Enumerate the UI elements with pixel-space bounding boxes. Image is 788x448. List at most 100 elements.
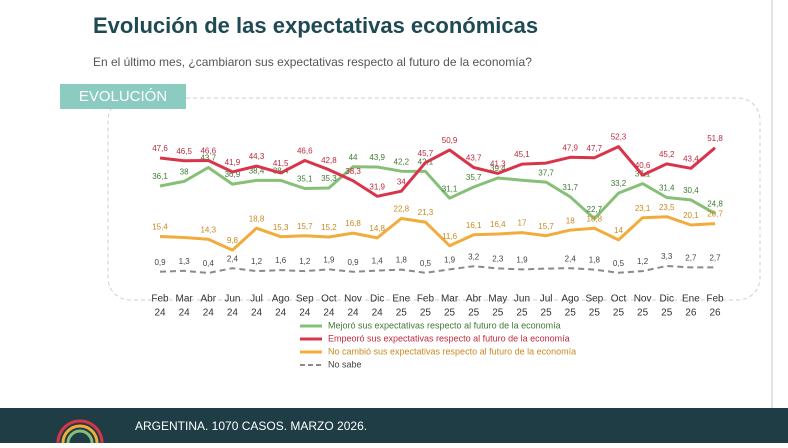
x-tick-label: 25	[420, 308, 432, 319]
logo-arc	[61, 424, 99, 444]
data-label: 24,8	[707, 200, 723, 209]
plot: Feb 24 Mar 24 Abr 24 Jun 24 Jul 24 Ago 24 Sep 24 Oct 24…	[151, 133, 724, 319]
data-label: 51,8	[707, 134, 723, 143]
x-tick-label: Ago	[272, 294, 290, 305]
data-label: 43,7	[200, 154, 216, 163]
x-tick-label: Oct	[611, 294, 627, 305]
data-label: 37,7	[538, 168, 554, 177]
data-label: 40,6	[635, 161, 651, 170]
logo-arc	[66, 429, 94, 444]
data-label: 17	[518, 219, 527, 228]
data-label: 42,2	[394, 157, 410, 166]
data-label: 20,1	[683, 211, 699, 220]
logo-arc	[56, 419, 104, 444]
data-label: 1,9	[444, 255, 456, 264]
data-label: 46,5	[176, 147, 192, 156]
data-label: 2,4	[565, 254, 577, 263]
data-label: 33,2	[611, 179, 627, 188]
x-tick-label: Jun	[514, 294, 530, 305]
data-label: 47,9	[562, 143, 578, 152]
x-tick-label: 24	[323, 308, 335, 319]
data-label: 38,3	[345, 167, 361, 176]
x-tick-label: 24	[154, 308, 166, 319]
x-tick-label: 24	[227, 308, 239, 319]
data-label: 1,2	[637, 257, 649, 266]
data-label: 47,6	[152, 144, 168, 153]
data-label: 42,8	[321, 156, 337, 165]
data-label: 1,6	[275, 256, 287, 265]
chart-frame	[107, 97, 761, 301]
data-label: 9,8	[227, 236, 239, 245]
data-label: 23,1	[635, 204, 651, 213]
legend-label: No sabe	[328, 359, 362, 369]
x-tick-label: 24	[251, 308, 263, 319]
x-tick-label: 25	[444, 308, 456, 319]
data-label: 46,6	[297, 147, 313, 156]
data-label: 11,6	[442, 232, 458, 241]
data-label: 14,3	[200, 225, 216, 234]
data-label: 1,2	[251, 257, 263, 266]
data-label: 2,7	[709, 254, 721, 263]
x-tick-label: May	[488, 294, 507, 305]
x-tick-label: Jul	[250, 294, 263, 305]
data-label: 2,7	[685, 254, 697, 263]
series-line	[159, 215, 716, 252]
data-label: 23,5	[659, 203, 675, 212]
data-label: 2,3	[492, 255, 504, 264]
data-label: 0,5	[420, 259, 432, 268]
x-tick-label: 24	[299, 308, 311, 319]
data-label: 39,4	[490, 164, 506, 173]
data-label: 45,2	[659, 150, 675, 159]
data-label: 1,9	[516, 255, 528, 264]
x-tick-label: Sep	[296, 294, 314, 305]
data-label: 30,4	[683, 186, 699, 195]
x-tick-label: Feb	[706, 294, 724, 305]
section-badge	[60, 84, 186, 109]
data-label: 31,4	[659, 184, 675, 193]
x-tick-label: Dic	[370, 294, 384, 305]
data-label: 36,1	[152, 172, 168, 181]
data-label: 22,7	[587, 205, 603, 214]
data-label: 0,9	[154, 258, 166, 267]
data-label: 47,7	[587, 144, 603, 153]
data-label: 15,3	[273, 223, 289, 232]
series-line	[159, 165, 716, 221]
x-tick-label: 24	[179, 308, 191, 319]
x-tick-label: Nov	[634, 294, 652, 305]
x-tick-label: Jun	[224, 294, 240, 305]
title: Evolución de las expectativas económicas	[93, 13, 538, 38]
x-tick-label: 25	[589, 308, 601, 319]
x-tick-label: 25	[661, 308, 673, 319]
data-label: 22,8	[394, 205, 410, 214]
data-label: 41,9	[225, 158, 241, 167]
data-label: 1,9	[323, 255, 335, 264]
footer-bar	[0, 408, 788, 443]
data-label: 3,2	[468, 252, 480, 261]
x-tick-label: Ago	[561, 294, 579, 305]
footer-text: ARGENTINA. 1070 CASOS. MARZO 2026.	[135, 419, 367, 433]
data-label: 14	[614, 226, 623, 235]
data-label: 16,1	[466, 221, 482, 230]
data-label: 1,8	[589, 256, 601, 265]
x-tick-label: 24	[347, 308, 359, 319]
data-label: 36,9	[225, 170, 241, 179]
section-label: EVOLUCIÓN	[79, 88, 167, 105]
data-label: 35,7	[466, 173, 482, 182]
x-tick-label: Mar	[176, 294, 194, 305]
x-tick-label: Jul	[540, 294, 553, 305]
data-label: 41,3	[490, 159, 506, 168]
data-label: 35,1	[297, 175, 313, 184]
data-label: 20,7	[707, 210, 723, 219]
data-label: 31,9	[369, 182, 385, 191]
data-label: 43,4	[683, 154, 699, 163]
data-label: 38,4	[249, 167, 265, 176]
legend-label: Empeoró sus expectativas respecto al fut…	[328, 333, 570, 343]
data-label: 41,5	[273, 159, 289, 168]
series-line	[159, 265, 715, 274]
data-label: 43,9	[369, 153, 385, 162]
x-tick-label: 25	[565, 308, 577, 319]
data-label: 15,7	[297, 222, 313, 231]
data-label: 1,8	[396, 256, 408, 265]
x-tick-label: Nov	[344, 294, 362, 305]
